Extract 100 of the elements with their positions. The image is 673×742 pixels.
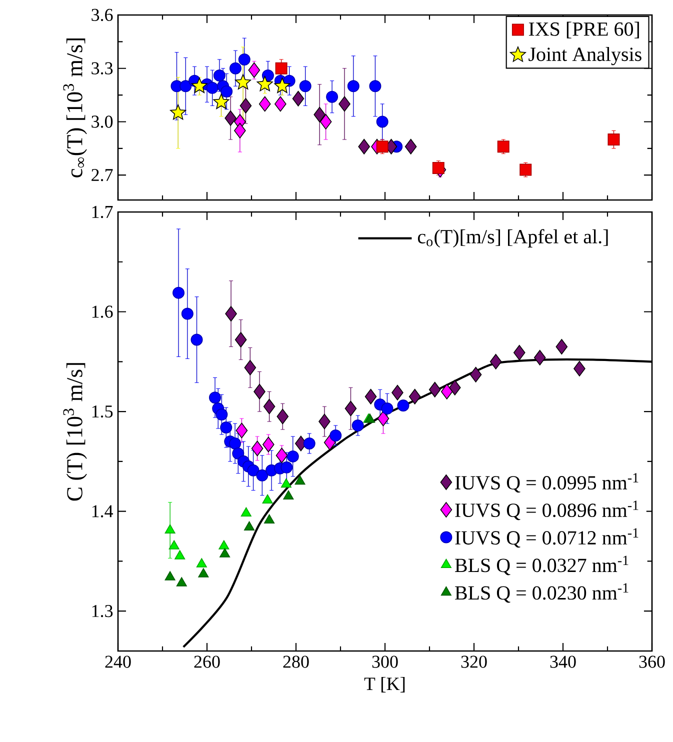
point <box>376 140 388 153</box>
point <box>294 475 306 485</box>
point <box>213 69 226 82</box>
x-tick-label: 260 <box>194 656 220 668</box>
y-axis-title: C (T) [10$^{3}$ m/s] <box>63 363 87 501</box>
point <box>470 366 482 382</box>
y-tick-label: 1.3 <box>92 605 113 618</box>
point <box>258 96 271 112</box>
point <box>364 388 377 404</box>
point <box>216 408 228 421</box>
legend-label: BLS Q = 0.0230 nm$^{-1}$ <box>455 583 628 603</box>
point <box>256 469 268 482</box>
point <box>283 490 294 500</box>
y-tick-label: 1.6 <box>92 306 113 318</box>
point <box>326 90 338 103</box>
point <box>432 162 444 174</box>
point <box>520 164 532 176</box>
legend-label: IUVS Q = 0.0995 nm$^{-1}$ <box>455 473 638 493</box>
point <box>224 110 236 126</box>
point <box>352 420 364 432</box>
y-tick-label: 1.7 <box>92 206 113 218</box>
point <box>338 96 350 112</box>
point <box>608 134 620 146</box>
x-tick-label: 360 <box>639 656 665 668</box>
point <box>513 344 526 360</box>
point <box>275 62 288 74</box>
x-tick-label: 340 <box>550 656 576 668</box>
point <box>314 106 326 122</box>
point <box>381 402 394 415</box>
point <box>196 558 207 568</box>
legend-label: IUVS Q = 0.0712 nm$^{-1}$ <box>455 528 638 548</box>
point <box>225 306 237 322</box>
point <box>168 540 180 550</box>
point <box>280 478 292 488</box>
point <box>235 74 252 90</box>
point <box>244 360 256 376</box>
point <box>238 53 250 66</box>
point <box>209 392 222 404</box>
point <box>320 114 332 130</box>
point <box>440 384 453 400</box>
point <box>490 354 502 370</box>
point <box>280 461 293 474</box>
point <box>318 414 330 430</box>
point <box>234 122 246 138</box>
point <box>556 338 568 354</box>
point <box>229 437 242 450</box>
point <box>213 94 230 110</box>
x-tick-label: 320 <box>461 656 487 668</box>
point <box>303 437 316 450</box>
point <box>574 360 586 376</box>
point <box>254 384 266 400</box>
point <box>180 80 192 92</box>
point <box>448 380 461 396</box>
point <box>248 62 260 78</box>
point <box>170 104 186 120</box>
point <box>330 429 342 442</box>
point <box>276 408 289 424</box>
x-tick-label: 280 <box>283 656 309 668</box>
point <box>347 80 360 92</box>
point <box>262 436 274 452</box>
point <box>369 80 382 92</box>
point <box>232 447 244 460</box>
point <box>497 140 510 153</box>
point <box>292 90 304 106</box>
point <box>206 82 218 94</box>
x-tick-label: 240 <box>105 656 131 668</box>
point <box>247 464 260 476</box>
point <box>244 521 255 530</box>
point <box>404 138 417 154</box>
point <box>344 400 357 416</box>
point <box>234 332 247 348</box>
point <box>264 514 275 524</box>
legend-label: c$_{o}$(T)[m/s] [Apfel et al.] <box>418 229 608 248</box>
point <box>172 286 185 299</box>
point <box>274 96 286 112</box>
point <box>276 448 288 464</box>
point <box>408 388 421 404</box>
point <box>218 540 230 550</box>
y-tick-label: 3.6 <box>92 8 113 22</box>
legend-label: IXS [PRE 60] <box>528 22 639 38</box>
point <box>174 550 186 560</box>
point <box>263 398 276 414</box>
point <box>534 350 546 366</box>
point <box>236 422 248 438</box>
point <box>262 69 274 82</box>
y-tick-label: 3.0 <box>92 116 113 128</box>
point <box>220 85 233 98</box>
point <box>190 334 203 346</box>
point <box>220 422 232 434</box>
y-axis-title: c$_{∞}$(T) [10$^{3}$ m/s] <box>63 38 87 178</box>
point <box>251 440 264 456</box>
point <box>240 98 252 114</box>
y-tick-label: 1.4 <box>92 505 114 518</box>
point <box>299 80 312 92</box>
point <box>286 450 299 462</box>
point <box>397 400 410 412</box>
point <box>358 138 370 154</box>
point <box>164 524 176 534</box>
y-tick-label: 2.7 <box>92 169 113 182</box>
point <box>181 308 194 320</box>
